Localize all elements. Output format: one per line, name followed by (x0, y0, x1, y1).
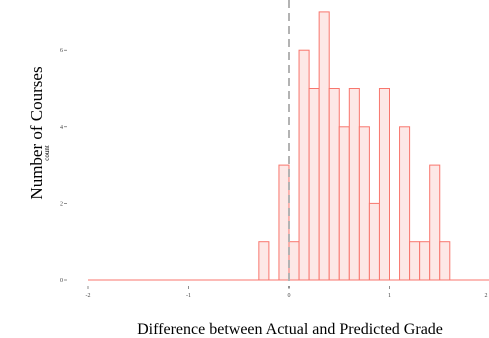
histogram-bar (348, 88, 360, 281)
histogram-bar (258, 241, 270, 281)
histogram-bar (298, 49, 310, 281)
y-axis-title: Number of Courses (27, 66, 46, 199)
histogram-bar (409, 241, 421, 281)
histogram-bar (308, 88, 320, 281)
histogram-bar (358, 126, 370, 281)
histogram-bar (399, 126, 411, 281)
histogram-bar (318, 11, 330, 281)
histogram-bar (419, 241, 431, 281)
x-axis-ticks: -2 -1 0 1 2 (86, 286, 488, 299)
x-axis-title: Difference between Actual and Predicted … (137, 321, 443, 338)
y-axis-ticks: 0 2 4 6 (60, 48, 67, 284)
y-axis-inner-label: count (43, 145, 51, 161)
histogram-bar (278, 164, 290, 281)
x-tick-label: -2 (86, 293, 91, 299)
x-tick-label: -1 (186, 293, 191, 299)
histogram-bar (378, 88, 391, 281)
histogram-bar (328, 88, 340, 281)
histogram-bar (439, 241, 451, 281)
x-tick-label: 1 (388, 293, 391, 299)
y-tick-label: 2 (60, 201, 63, 207)
y-tick-label: 0 (60, 278, 63, 284)
x-tick-label: 2 (485, 293, 488, 299)
y-tick-label: 6 (60, 48, 63, 54)
plot-area: 0 2 4 6 -2 -1 0 1 2 (60, 0, 489, 299)
histogram-bar (429, 164, 441, 281)
histogram-bar (368, 202, 380, 281)
histogram-bar (338, 126, 350, 281)
x-tick-label: 0 (288, 293, 291, 299)
bars (88, 11, 489, 281)
histogram-bar (288, 241, 300, 281)
y-tick-label: 4 (60, 125, 63, 131)
